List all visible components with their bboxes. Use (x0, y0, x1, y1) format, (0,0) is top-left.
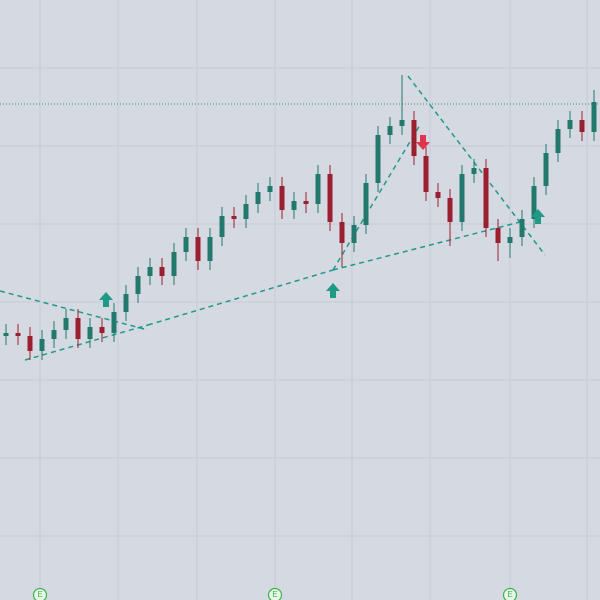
candle-body (447, 198, 453, 222)
earnings-marker (502, 587, 518, 600)
candle-body (531, 186, 537, 219)
candle-body (507, 237, 513, 243)
candle-body (495, 228, 501, 243)
candle-body (219, 216, 225, 237)
trend-lines (0, 75, 546, 361)
candle-body (51, 330, 57, 339)
candle-body (111, 312, 117, 333)
candle-body (75, 318, 81, 339)
candle-body (591, 102, 597, 132)
candle-body (471, 168, 477, 174)
candle-body (543, 153, 549, 186)
earnings-marker (267, 587, 283, 600)
candle-body (279, 186, 285, 210)
candle-body (555, 129, 561, 153)
candle-body (15, 333, 21, 336)
candle-body (255, 192, 261, 204)
candle-body (135, 276, 141, 294)
candle-body (291, 201, 297, 210)
candle-body (87, 327, 93, 339)
candle-body (351, 225, 357, 243)
candle-body (195, 237, 201, 261)
candle-body (387, 126, 393, 135)
earnings-label: E (507, 590, 512, 599)
earnings-label: E (37, 590, 42, 599)
candle-body (579, 120, 585, 132)
candle-body (183, 237, 189, 252)
candle-body (327, 174, 333, 222)
candle-body (63, 318, 69, 330)
candle-body (411, 120, 417, 156)
candle-body (3, 333, 9, 336)
candle-body (399, 120, 405, 126)
candle-body (459, 174, 465, 222)
candle-body (423, 156, 429, 192)
candle-body (315, 174, 321, 204)
candle-body (567, 120, 573, 129)
candles (3, 75, 597, 360)
candle-body (207, 237, 213, 261)
candle-body (267, 186, 273, 192)
candle-body (303, 201, 309, 204)
candle-body (99, 327, 105, 333)
candle-body (483, 168, 489, 228)
signals (99, 135, 545, 307)
candle-body (27, 336, 33, 351)
earnings-marker (32, 587, 48, 600)
earnings-label: E (272, 590, 277, 599)
candle-body (243, 204, 249, 219)
candle-body (375, 135, 381, 183)
candle-body (147, 267, 153, 276)
candle-body (363, 183, 369, 225)
candle-body (519, 219, 525, 237)
candle-body (339, 222, 345, 243)
candle-body (39, 339, 45, 351)
candle-body (435, 192, 441, 198)
candle-body (123, 294, 129, 312)
candle-body (231, 216, 237, 219)
candle-body (159, 267, 165, 276)
candle-body (171, 252, 177, 276)
